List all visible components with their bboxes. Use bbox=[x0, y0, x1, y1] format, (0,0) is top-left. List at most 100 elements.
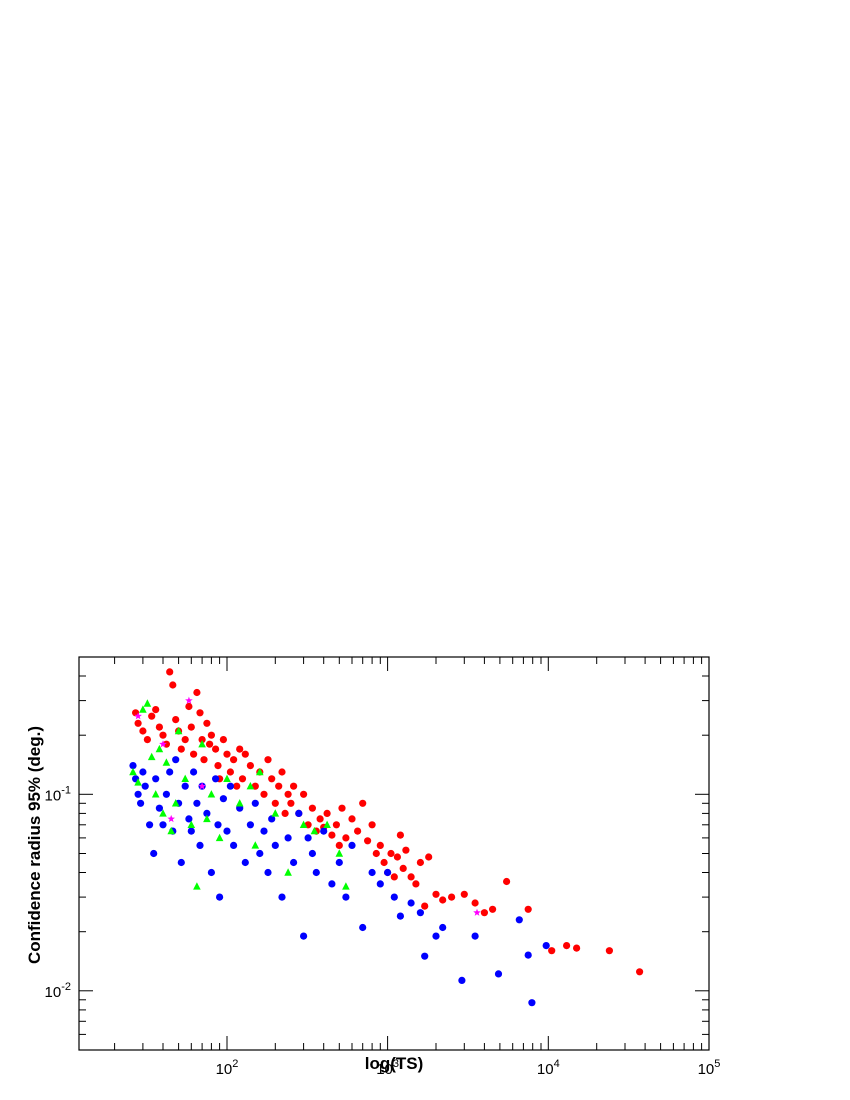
scatter-point bbox=[139, 727, 147, 735]
scatter-point bbox=[147, 752, 156, 761]
scatter-point bbox=[312, 868, 320, 877]
scatter-point bbox=[251, 782, 259, 790]
scatter-point bbox=[200, 756, 208, 764]
scatter-point bbox=[332, 821, 340, 829]
scatter-point bbox=[563, 942, 571, 950]
scatter-point bbox=[159, 731, 167, 739]
scatter-point bbox=[167, 826, 175, 835]
scatter-point bbox=[214, 821, 222, 829]
scatter-point bbox=[372, 849, 380, 858]
scatter-point bbox=[185, 815, 193, 823]
scatter-point bbox=[155, 744, 164, 753]
scatter-point bbox=[271, 841, 279, 850]
scatter-point bbox=[187, 723, 195, 731]
scatter-point bbox=[335, 841, 343, 850]
scatter-point bbox=[348, 841, 356, 850]
scatter-point bbox=[308, 849, 316, 858]
scatter-point bbox=[376, 841, 384, 850]
x-tick-label: 103 bbox=[376, 1058, 399, 1078]
scatter-point bbox=[368, 868, 376, 877]
scatter-point bbox=[390, 893, 398, 901]
scatter-point bbox=[181, 736, 189, 744]
scatter-point bbox=[230, 841, 238, 850]
scatter-point bbox=[407, 873, 415, 881]
scatter-point bbox=[139, 768, 147, 776]
scatter-point bbox=[354, 827, 362, 835]
scatter-point bbox=[281, 809, 289, 818]
scatter-point bbox=[212, 775, 220, 783]
scatter-point bbox=[489, 905, 497, 913]
scatter-point bbox=[287, 799, 295, 807]
scatter-point bbox=[185, 702, 193, 711]
scatter-point bbox=[251, 799, 259, 807]
scatter-point bbox=[412, 880, 420, 888]
scatter-point bbox=[177, 745, 185, 753]
scatter-point bbox=[214, 762, 222, 770]
scatter-point bbox=[460, 890, 468, 898]
scatter-point bbox=[399, 864, 407, 873]
scatter-point bbox=[174, 726, 183, 735]
scatter-point bbox=[177, 858, 185, 867]
scatter-point bbox=[421, 902, 429, 910]
scatter-point bbox=[284, 868, 292, 876]
scatter-point bbox=[342, 893, 350, 901]
scatter-point bbox=[152, 706, 160, 714]
x-axis-label: log(TS) bbox=[364, 1054, 424, 1073]
scatter-point bbox=[207, 790, 216, 798]
scatter-point bbox=[323, 809, 331, 818]
scatter-point bbox=[402, 846, 410, 854]
x-tick-label: 105 bbox=[698, 1058, 721, 1078]
scatter-point bbox=[207, 868, 215, 877]
scatter-point bbox=[393, 853, 401, 861]
scatter-point bbox=[421, 952, 429, 960]
scatter-point bbox=[320, 827, 328, 835]
scatter-point bbox=[150, 849, 158, 858]
scatter-point bbox=[246, 762, 254, 770]
scatter-point bbox=[190, 750, 198, 758]
scatter-point bbox=[264, 756, 272, 764]
scatter-point bbox=[271, 799, 279, 807]
axis-tick-labels: 102 103 104 105 10-1 10-2 bbox=[45, 784, 721, 1078]
scatter-point bbox=[162, 790, 170, 798]
scatter-point bbox=[359, 923, 367, 932]
scatter-point bbox=[215, 833, 224, 842]
scatter-point bbox=[230, 756, 238, 764]
scatter-point bbox=[396, 831, 404, 839]
scatter-point bbox=[206, 740, 214, 748]
scatter-point bbox=[198, 736, 206, 744]
scatter-point bbox=[223, 774, 231, 782]
scatter-point bbox=[148, 712, 156, 720]
scatter-point bbox=[335, 858, 343, 867]
scatter-point bbox=[167, 814, 175, 823]
scatter-point bbox=[573, 944, 581, 952]
scatter-point bbox=[238, 775, 247, 783]
scatter-point bbox=[295, 809, 303, 818]
scatter-point bbox=[219, 795, 227, 803]
scatter-point bbox=[264, 868, 272, 877]
scatter-point bbox=[216, 893, 224, 901]
scatter-point bbox=[241, 750, 249, 758]
scatter-point bbox=[169, 681, 177, 689]
scatter-point bbox=[241, 858, 249, 867]
scatter-point bbox=[335, 849, 344, 857]
scatter-point bbox=[141, 782, 149, 790]
scatter-point bbox=[380, 858, 388, 867]
scatter-point bbox=[260, 827, 268, 835]
scatter-point bbox=[212, 745, 220, 753]
scatter-point bbox=[146, 821, 154, 829]
scatter-point bbox=[290, 858, 298, 867]
scatter-point bbox=[193, 799, 201, 807]
scatter-point bbox=[528, 999, 536, 1007]
scatter-point bbox=[439, 896, 447, 904]
scatter-point bbox=[316, 815, 324, 823]
scatter-point bbox=[524, 951, 532, 959]
scatter-point bbox=[193, 882, 201, 890]
scatter-point bbox=[432, 932, 440, 940]
y-tick-label: 10-2 bbox=[45, 981, 71, 1001]
scatter-point bbox=[172, 716, 180, 724]
scatter-point bbox=[159, 821, 167, 829]
scatter-point bbox=[387, 849, 395, 858]
scatter-point bbox=[236, 745, 244, 753]
scatter-point bbox=[503, 877, 511, 886]
data-points bbox=[129, 668, 644, 1007]
